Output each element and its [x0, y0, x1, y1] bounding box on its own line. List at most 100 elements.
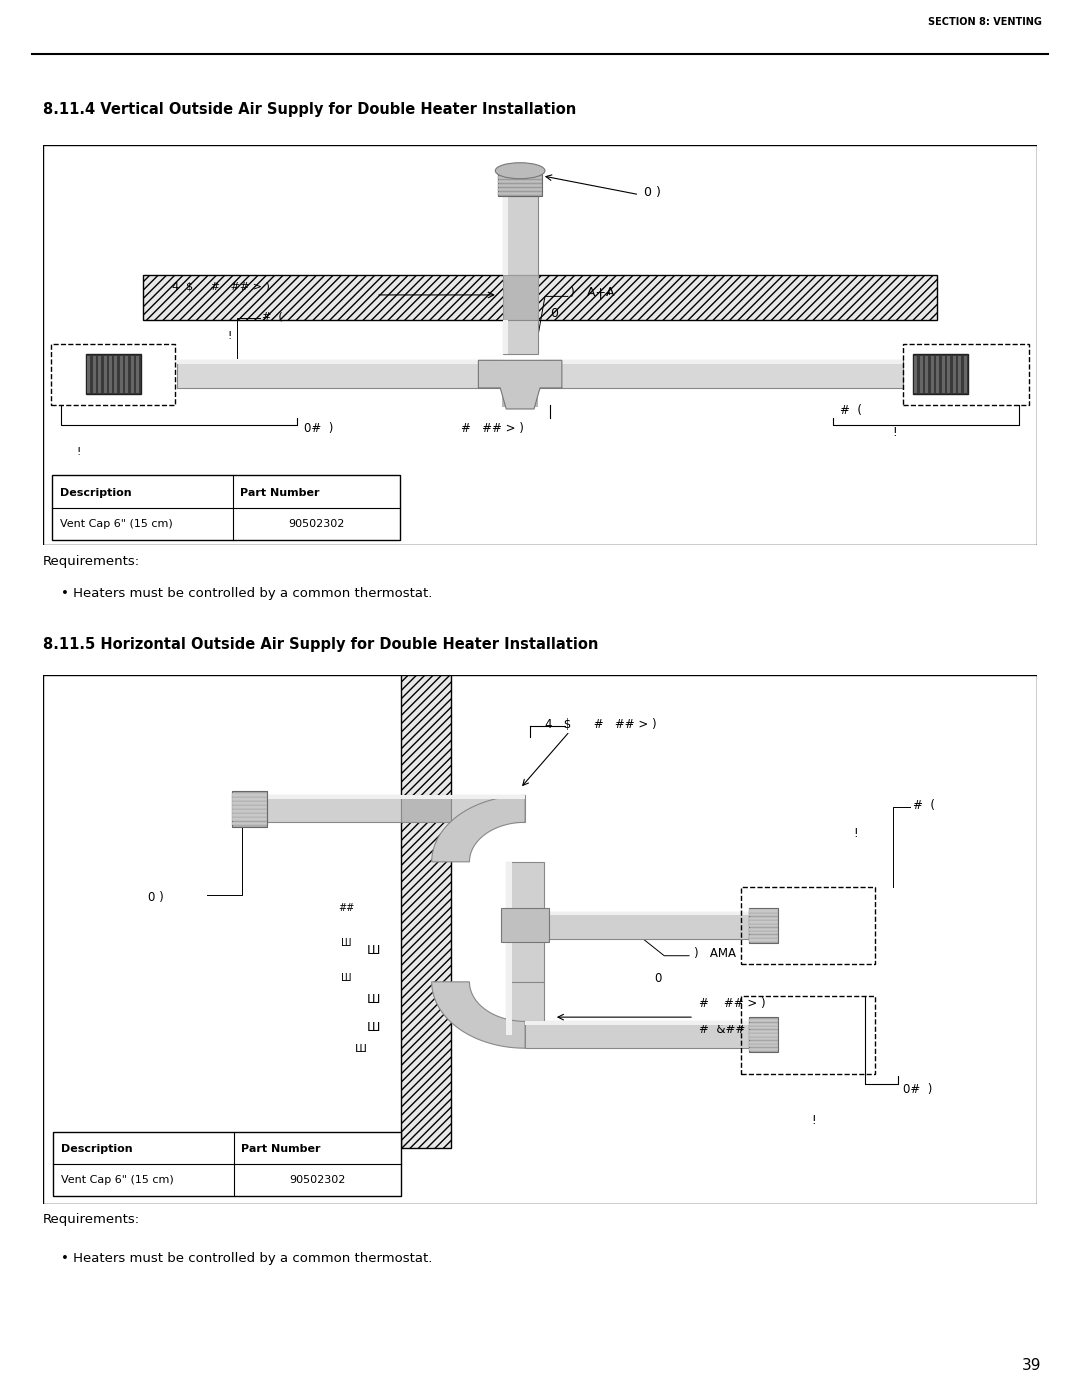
Bar	[177, 360, 503, 363]
Bar	[920, 356, 922, 393]
Bar	[177, 360, 503, 388]
Bar	[143, 275, 937, 320]
Text: 90502302: 90502302	[288, 520, 345, 529]
Bar	[401, 795, 450, 823]
Text: #  (: # (	[840, 404, 862, 416]
Bar	[748, 1034, 779, 1037]
Text: Requirements:: Requirements:	[43, 1214, 140, 1227]
Text: 8.11.5 Horizontal Outside Air Supply for Double Heater Installation: 8.11.5 Horizontal Outside Air Supply for…	[43, 637, 598, 651]
Bar	[401, 795, 450, 799]
Bar	[936, 356, 940, 393]
Bar	[232, 821, 267, 826]
Bar	[507, 862, 544, 982]
Text: 8.11.4 Vertical Outside Air Supply for Double Heater Installation: 8.11.4 Vertical Outside Air Supply for D…	[43, 102, 577, 117]
Bar	[748, 1041, 779, 1044]
Text: 0 ): 0 )	[645, 186, 661, 198]
Bar	[741, 996, 875, 1074]
Bar	[232, 817, 267, 821]
Text: #  (: # (	[913, 799, 934, 812]
Text: #   ## > ): # ## > )	[460, 422, 524, 434]
Text: 39: 39	[1022, 1358, 1041, 1373]
Text: Description: Description	[62, 1144, 133, 1154]
Bar	[232, 791, 267, 827]
Bar	[232, 805, 267, 809]
Bar	[915, 356, 917, 393]
Text: !: !	[228, 331, 232, 341]
Text: I ": I "	[598, 292, 610, 302]
Bar	[232, 802, 267, 805]
Bar	[748, 1030, 779, 1032]
Bar	[748, 935, 779, 937]
Bar	[741, 887, 875, 964]
Text: Requirements:: Requirements:	[43, 555, 140, 569]
Bar	[942, 356, 945, 393]
Text: Ш: Ш	[366, 993, 380, 1006]
Bar	[748, 916, 779, 921]
Bar	[748, 923, 779, 928]
Bar	[748, 908, 779, 943]
Text: Ш: Ш	[366, 943, 380, 957]
Text: )   A+A: ) A+A	[570, 285, 615, 299]
Bar	[748, 928, 779, 930]
Bar	[232, 798, 267, 800]
Bar	[503, 196, 538, 275]
Bar	[498, 172, 542, 176]
Bar	[525, 1021, 748, 1024]
Ellipse shape	[496, 162, 545, 179]
Bar	[748, 914, 779, 916]
Text: 0 ): 0 )	[148, 891, 163, 904]
Bar	[538, 360, 903, 388]
Text: )   AMA: ) AMA	[694, 947, 735, 960]
Text: Vent Cap 6" (15 cm): Vent Cap 6" (15 cm)	[60, 520, 173, 529]
Text: Part Number: Part Number	[241, 1144, 321, 1154]
Bar	[498, 184, 542, 187]
Text: #  (: # (	[261, 312, 283, 321]
Text: ##: ##	[338, 902, 354, 912]
Bar	[498, 189, 542, 191]
Bar	[232, 813, 267, 817]
Text: !: !	[811, 1115, 815, 1127]
Text: #    ## > ): # ## > )	[699, 996, 766, 1010]
Bar	[507, 982, 512, 1035]
Bar	[498, 193, 542, 196]
Text: • Heaters must be controlled by a common thermostat.: • Heaters must be controlled by a common…	[62, 587, 432, 601]
Bar	[507, 982, 544, 1035]
Text: SECTION 8: VENTING: SECTION 8: VENTING	[929, 17, 1042, 27]
Bar	[52, 475, 400, 541]
Bar	[267, 795, 401, 799]
Bar	[748, 921, 779, 923]
Text: 0: 0	[654, 972, 662, 985]
Text: !: !	[893, 426, 897, 439]
Bar	[748, 1018, 779, 1023]
Polygon shape	[478, 360, 562, 409]
Bar	[947, 356, 950, 393]
Bar	[131, 356, 134, 393]
Polygon shape	[432, 982, 525, 1048]
Bar	[503, 320, 538, 353]
Bar	[748, 939, 779, 942]
Bar	[114, 356, 118, 393]
Bar	[748, 932, 779, 935]
Bar	[498, 170, 542, 196]
Text: Ш: Ш	[355, 1044, 367, 1053]
Bar	[401, 675, 450, 1148]
Bar	[87, 356, 90, 393]
Polygon shape	[432, 795, 525, 862]
Text: Ш: Ш	[341, 974, 351, 983]
Text: 0: 0	[550, 307, 558, 320]
Text: Ш: Ш	[366, 1021, 380, 1034]
Bar	[51, 344, 175, 405]
Bar	[104, 356, 107, 393]
Text: !: !	[853, 827, 858, 840]
Bar	[903, 344, 1029, 405]
Text: Vent Cap 6" (15 cm): Vent Cap 6" (15 cm)	[62, 1175, 174, 1185]
Text: 0#  ): 0# )	[903, 1083, 932, 1097]
Text: Ш: Ш	[341, 937, 351, 949]
Text: !: !	[77, 447, 81, 457]
Text: • Heaters must be controlled by a common thermostat.: • Heaters must be controlled by a common…	[62, 1252, 432, 1264]
Bar	[53, 1132, 401, 1196]
Bar	[748, 1037, 779, 1041]
Bar	[913, 355, 968, 394]
Bar	[507, 862, 512, 982]
Bar	[120, 356, 123, 393]
